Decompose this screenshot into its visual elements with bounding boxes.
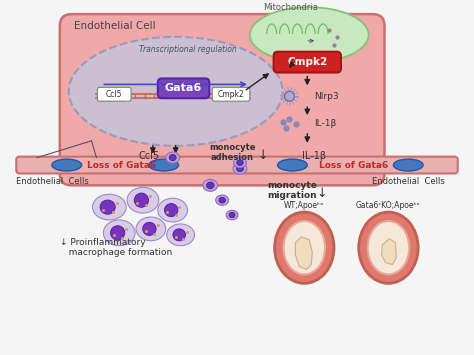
Text: ↓: ↓ bbox=[317, 187, 328, 200]
Ellipse shape bbox=[216, 195, 228, 205]
Ellipse shape bbox=[229, 212, 235, 218]
Ellipse shape bbox=[368, 221, 409, 274]
Ellipse shape bbox=[52, 159, 82, 171]
Ellipse shape bbox=[110, 226, 125, 240]
Ellipse shape bbox=[203, 179, 218, 191]
Text: Ccl5: Ccl5 bbox=[106, 90, 122, 99]
Ellipse shape bbox=[237, 165, 244, 171]
Text: ↓: ↓ bbox=[257, 149, 268, 162]
Ellipse shape bbox=[233, 163, 247, 174]
Ellipse shape bbox=[158, 198, 188, 222]
Text: Gata6: Gata6 bbox=[165, 83, 202, 93]
Ellipse shape bbox=[166, 152, 180, 163]
Ellipse shape bbox=[164, 203, 178, 217]
Ellipse shape bbox=[393, 159, 423, 171]
Text: Ccl5: Ccl5 bbox=[138, 151, 159, 161]
Ellipse shape bbox=[284, 91, 294, 101]
Ellipse shape bbox=[136, 217, 166, 241]
Text: Gata6ᶜKO;Apoeᵏᵒ: Gata6ᶜKO;Apoeᵏᵒ bbox=[356, 201, 421, 210]
Text: Nlrp3: Nlrp3 bbox=[314, 92, 339, 101]
Text: Cmpk2: Cmpk2 bbox=[287, 57, 328, 67]
Ellipse shape bbox=[167, 224, 194, 246]
FancyBboxPatch shape bbox=[60, 14, 384, 185]
Text: Endothelial  Cells: Endothelial Cells bbox=[16, 178, 89, 186]
Polygon shape bbox=[295, 237, 312, 269]
Text: monocyte
adhesion: monocyte adhesion bbox=[209, 143, 255, 162]
FancyBboxPatch shape bbox=[158, 78, 210, 98]
Text: Mitochondria: Mitochondria bbox=[263, 3, 318, 12]
FancyBboxPatch shape bbox=[273, 52, 341, 72]
Ellipse shape bbox=[359, 212, 418, 283]
Ellipse shape bbox=[250, 7, 369, 62]
Text: Cmpk2: Cmpk2 bbox=[218, 90, 245, 99]
Ellipse shape bbox=[169, 154, 176, 161]
FancyBboxPatch shape bbox=[98, 87, 131, 101]
Ellipse shape bbox=[149, 159, 179, 171]
Ellipse shape bbox=[283, 221, 325, 274]
Ellipse shape bbox=[278, 159, 307, 171]
Text: ↓ Proinflammatory
   macrophage formation: ↓ Proinflammatory macrophage formation bbox=[60, 238, 172, 257]
Text: WT;Apoeᵏᵒ: WT;Apoeᵏᵒ bbox=[284, 201, 325, 210]
Ellipse shape bbox=[69, 37, 283, 146]
Ellipse shape bbox=[92, 194, 126, 220]
Text: Endothelial Cell: Endothelial Cell bbox=[73, 21, 155, 31]
Text: Loss of Gata6: Loss of Gata6 bbox=[319, 160, 388, 170]
Text: IL-1β: IL-1β bbox=[302, 151, 326, 161]
Ellipse shape bbox=[226, 210, 238, 220]
Ellipse shape bbox=[207, 182, 214, 189]
Ellipse shape bbox=[237, 160, 243, 165]
Polygon shape bbox=[382, 239, 396, 264]
FancyBboxPatch shape bbox=[212, 87, 250, 101]
Ellipse shape bbox=[143, 222, 156, 235]
Ellipse shape bbox=[219, 197, 225, 203]
Ellipse shape bbox=[173, 229, 185, 241]
Ellipse shape bbox=[274, 212, 334, 283]
Text: Loss of Gata6: Loss of Gata6 bbox=[87, 160, 156, 170]
Ellipse shape bbox=[234, 157, 246, 168]
Text: monocyte
migration: monocyte migration bbox=[267, 181, 318, 200]
Ellipse shape bbox=[100, 200, 115, 214]
Text: Endothelial  Cells: Endothelial Cells bbox=[372, 178, 444, 186]
FancyBboxPatch shape bbox=[16, 157, 458, 174]
Text: IL-1β: IL-1β bbox=[314, 120, 337, 129]
Ellipse shape bbox=[134, 193, 148, 207]
Ellipse shape bbox=[127, 187, 159, 213]
Ellipse shape bbox=[103, 220, 135, 246]
Text: Transcriptional regulation: Transcriptional regulation bbox=[139, 45, 237, 54]
